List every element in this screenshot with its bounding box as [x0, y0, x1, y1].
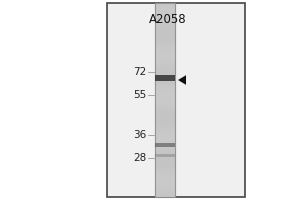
Bar	[107, 3, 245, 197]
Text: 72: 72	[133, 67, 146, 77]
Text: 28: 28	[133, 153, 146, 163]
Bar	[155, 143, 175, 147]
Text: A2058: A2058	[149, 13, 187, 26]
Bar	[155, 3, 175, 197]
Text: 55: 55	[133, 90, 146, 100]
Polygon shape	[178, 75, 186, 85]
Bar	[155, 154, 175, 157]
Bar	[155, 75, 175, 81]
Text: 36: 36	[133, 130, 146, 140]
